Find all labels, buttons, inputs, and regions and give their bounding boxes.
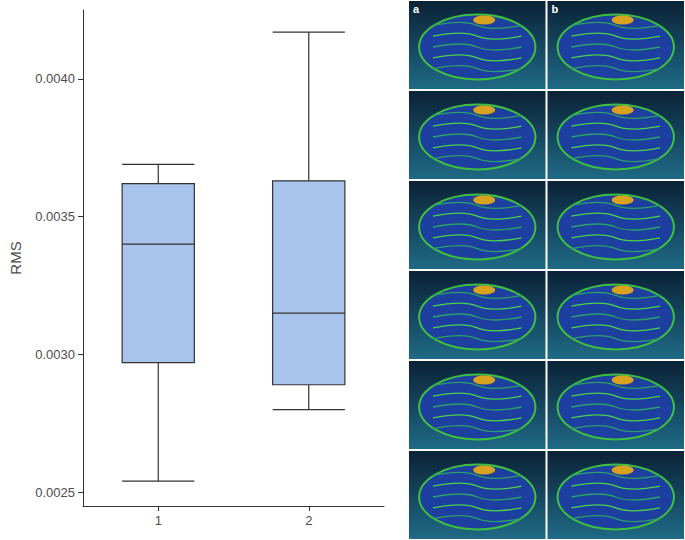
svg-text:0.0035: 0.0035 (35, 209, 75, 224)
svg-text:1: 1 (155, 513, 162, 528)
svg-text:RMS: RMS (7, 241, 24, 274)
svg-text:0.0040: 0.0040 (35, 71, 75, 86)
svg-text:0.0030: 0.0030 (35, 347, 75, 362)
svg-text:a: a (413, 3, 420, 15)
svg-text:2: 2 (305, 513, 312, 528)
svg-text:0.0025: 0.0025 (35, 485, 75, 500)
svg-text:b: b (552, 3, 559, 15)
